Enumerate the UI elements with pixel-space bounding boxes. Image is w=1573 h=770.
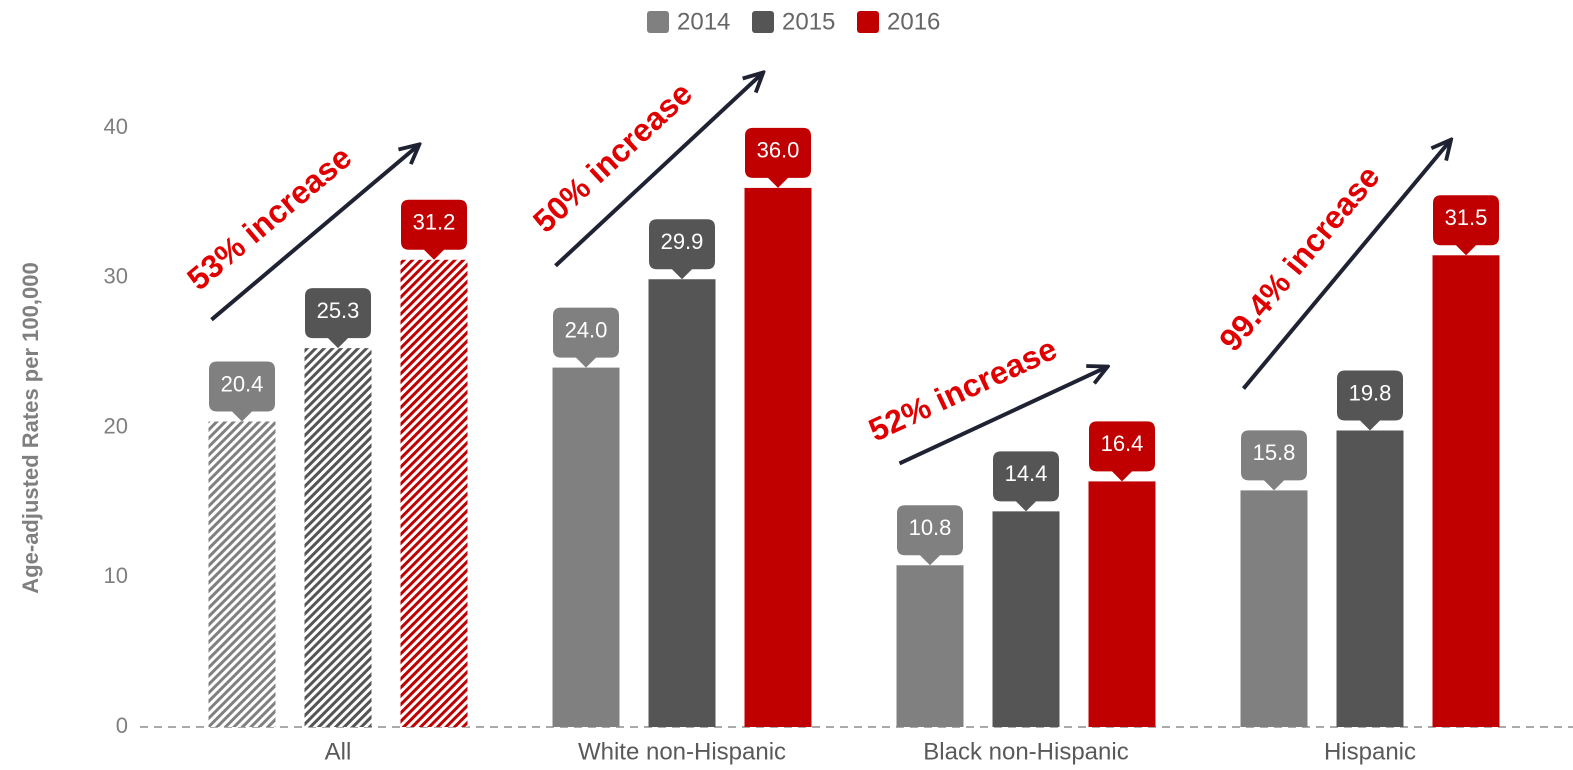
value-label: 19.8 (1349, 380, 1392, 405)
value-label: 36.0 (757, 138, 800, 163)
value-callout (401, 199, 467, 260)
value-callout (1089, 421, 1155, 482)
annotation-arrow (210, 146, 418, 322)
value-label: 10.8 (909, 515, 952, 540)
value-label: 31.2 (413, 210, 456, 235)
bar (1088, 481, 1156, 727)
x-tick-label: Black non-Hispanic (923, 738, 1128, 765)
bar (896, 565, 964, 727)
annotation-arrow (898, 368, 1106, 466)
bar (648, 279, 716, 727)
value-label: 24.0 (565, 317, 608, 342)
bar (1240, 490, 1308, 727)
value-label: 14.4 (1005, 461, 1048, 486)
value-label: 15.8 (1253, 440, 1296, 465)
legend-swatch (752, 11, 774, 33)
value-callout (745, 127, 811, 188)
legend-label: 2014 (677, 8, 730, 35)
value-callout (897, 505, 963, 566)
value-label: 31.5 (1445, 205, 1488, 230)
x-tick-label: White non-Hispanic (578, 738, 786, 765)
legend-label: 2016 (887, 8, 940, 35)
y-tick-label: 0 (116, 713, 128, 738)
value-label: 29.9 (661, 229, 704, 254)
value-callout (209, 361, 275, 422)
value-callout (1337, 370, 1403, 431)
y-tick-label: 10 (104, 563, 128, 588)
legend-swatch (647, 11, 669, 33)
annotation-arrow (1241, 141, 1450, 390)
legend-swatch (857, 11, 879, 33)
y-tick-label: 40 (104, 114, 128, 139)
legend-label: 2015 (782, 8, 835, 35)
bar (1336, 430, 1404, 727)
value-callout (553, 307, 619, 368)
value-callout (1241, 430, 1307, 491)
y-tick-label: 20 (104, 413, 128, 438)
x-tick-label: All (325, 738, 352, 765)
value-callout (649, 219, 715, 280)
annotation: 52% increase (863, 330, 1062, 448)
value-label: 20.4 (221, 371, 264, 396)
y-axis-label: Age-adjusted Rates per 100,000 (18, 262, 43, 593)
bar (744, 187, 812, 727)
bar (208, 421, 276, 727)
x-tick-label: Hispanic (1324, 738, 1416, 765)
value-label: 25.3 (317, 298, 360, 323)
value-callout (305, 288, 371, 349)
bar (1432, 255, 1500, 727)
bar (992, 511, 1060, 727)
y-tick-label: 30 (104, 264, 128, 289)
value-callout (1433, 195, 1499, 256)
bar (552, 367, 620, 727)
annotation-arrow (554, 74, 762, 268)
bar (304, 348, 372, 727)
bar (400, 259, 468, 727)
annotation: 99.4% increase (1212, 159, 1387, 358)
value-label: 16.4 (1101, 431, 1144, 456)
value-callout (993, 451, 1059, 512)
